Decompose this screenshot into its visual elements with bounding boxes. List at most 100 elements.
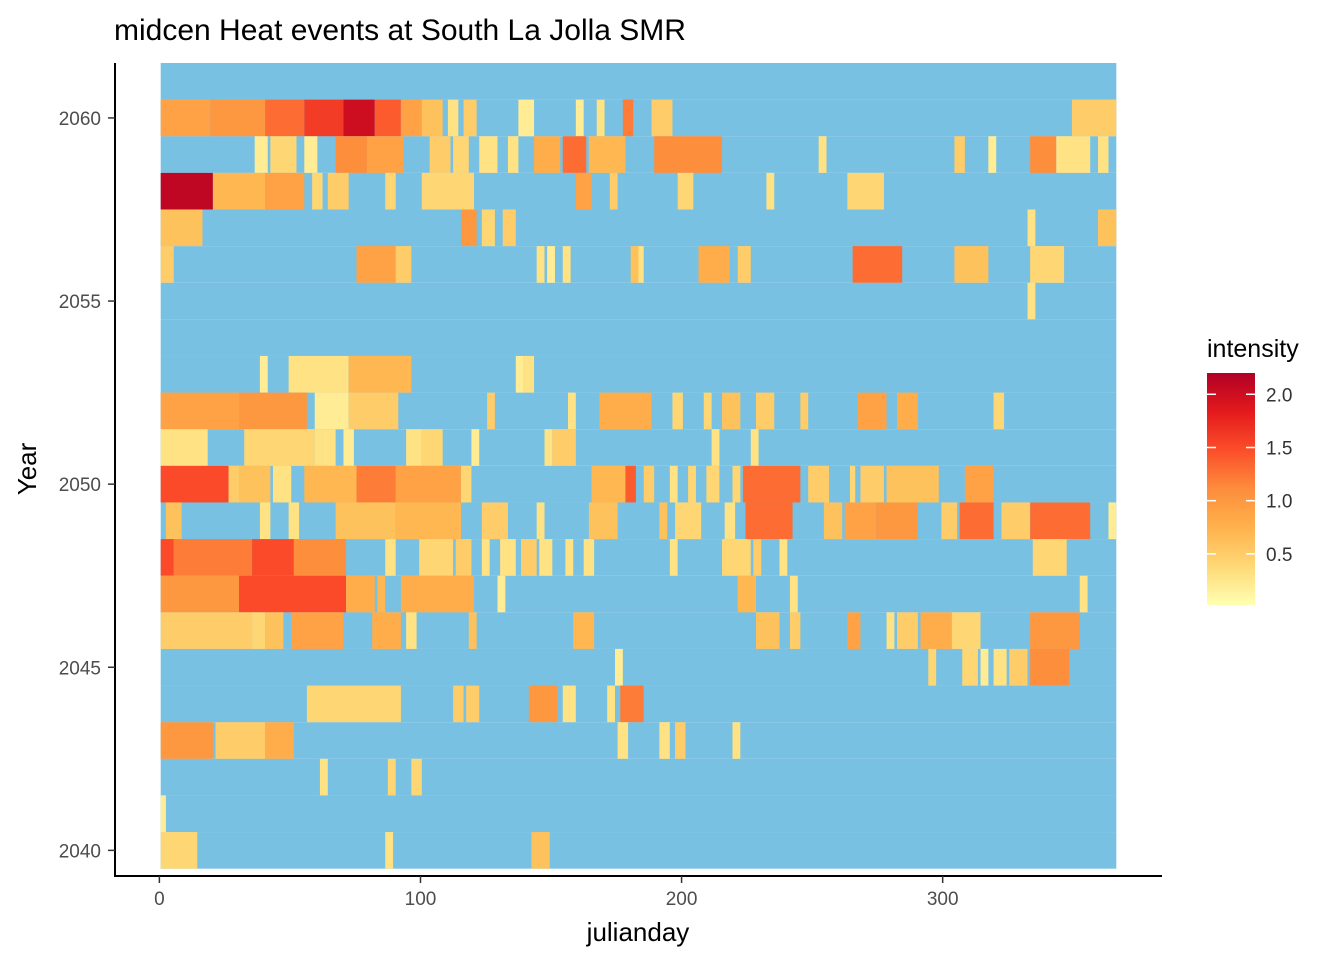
- heat-event-cell: [160, 246, 174, 283]
- heat-event-cell: [565, 539, 574, 576]
- heat-event-cell: [385, 172, 396, 210]
- heat-event-cell: [239, 575, 347, 613]
- heat-event-cell: [591, 465, 626, 503]
- heat-event-cell: [265, 722, 294, 759]
- heat-event-cell: [643, 465, 655, 503]
- heat-event-cell: [327, 172, 349, 210]
- heat-event-cell: [173, 539, 253, 576]
- heat-event-cell: [886, 612, 895, 649]
- heat-event-cell: [669, 465, 678, 503]
- heat-event-cell: [160, 795, 166, 833]
- legend-tick-label: 0.5: [1266, 545, 1292, 566]
- heat-event-cell: [212, 172, 266, 210]
- heat-event-cell: [395, 502, 461, 540]
- x-axis-title: julianday: [586, 917, 690, 947]
- heat-event-cell: [852, 246, 903, 283]
- heat-event-cell: [335, 136, 367, 173]
- legend-color-bar: [1207, 373, 1255, 605]
- heat-event-cell: [500, 539, 516, 576]
- heat-event-cell: [575, 172, 592, 210]
- heat-event-cell: [160, 99, 211, 137]
- heat-event-cell: [677, 172, 694, 210]
- heat-event-cell: [536, 246, 545, 283]
- heat-event-cell: [421, 99, 443, 137]
- heat-event-cell: [988, 136, 997, 173]
- heat-event-cell: [615, 648, 623, 686]
- heat-event-cell: [252, 612, 266, 649]
- year-row-2061: [160, 63, 1117, 100]
- heat-event-cell: [596, 99, 605, 137]
- heat-event-cell: [675, 722, 686, 759]
- heat-event-cell: [455, 539, 472, 576]
- heat-event-cell: [497, 575, 506, 613]
- heat-event-cell: [1027, 282, 1036, 320]
- heat-event-cell: [1027, 209, 1036, 247]
- heat-event-cell: [531, 832, 550, 869]
- heat-event-cell: [941, 502, 958, 540]
- heat-event-cell: [860, 465, 884, 503]
- heat-event-cell: [356, 465, 396, 503]
- heat-event-cell: [210, 99, 266, 137]
- heat-event-cell: [753, 539, 762, 576]
- heat-event-cell: [638, 246, 644, 283]
- heat-event-cell: [252, 539, 294, 576]
- heat-event-cell: [319, 758, 328, 796]
- heat-event-cell: [766, 172, 775, 210]
- legend-tick-label: 1.0: [1266, 492, 1292, 513]
- heat-event-cell: [672, 392, 683, 430]
- heat-event-cell: [609, 172, 618, 210]
- heat-event-cell: [160, 392, 240, 430]
- heat-event-cell: [259, 355, 268, 393]
- heat-event-cell: [387, 758, 396, 796]
- x-tick-label: 300: [927, 889, 959, 910]
- heat-event-cell: [254, 136, 268, 173]
- heat-event-cell: [463, 99, 477, 137]
- heat-event-cell: [453, 136, 469, 173]
- heat-event-cell: [724, 502, 736, 540]
- heat-event-cell: [722, 539, 751, 576]
- heat-event-cell: [523, 355, 535, 393]
- heat-event-cell: [160, 209, 203, 247]
- heat-event-cell: [348, 355, 412, 393]
- heat-event-cell: [1030, 648, 1070, 686]
- heat-event-cell: [160, 832, 198, 869]
- heat-event-cell: [528, 685, 558, 723]
- legend-tick-label: 1.5: [1266, 438, 1292, 459]
- heat-event-cell: [886, 465, 939, 503]
- heat-event-cell: [1001, 502, 1031, 540]
- year-row-2043: [160, 722, 1117, 759]
- heat-event-cell: [366, 136, 404, 173]
- heat-event-cell: [421, 172, 475, 210]
- heat-event-cell: [400, 575, 475, 613]
- heat-event-cell: [160, 722, 213, 759]
- heat-event-cell: [928, 648, 937, 686]
- heat-event-cell: [160, 575, 240, 613]
- heat-event-cell: [160, 465, 229, 503]
- heat-event-cell: [711, 429, 720, 466]
- heat-event-cell: [573, 612, 595, 649]
- axes: 0 100 200 300 2040 2045 2050 2055 2060: [59, 63, 1162, 910]
- heat-event-cell: [468, 612, 477, 649]
- heat-event-cell: [737, 575, 756, 613]
- heat-event-cell: [737, 246, 751, 283]
- heat-event-cell: [314, 392, 349, 430]
- heat-event-cell: [706, 465, 720, 503]
- heat-event-cell: [1056, 136, 1091, 173]
- heat-event-cell: [1030, 246, 1065, 283]
- heat-event-cell: [460, 209, 477, 247]
- heat-event-cell: [288, 355, 349, 393]
- heat-event-cell: [1030, 136, 1057, 173]
- heat-event-cell: [552, 429, 576, 466]
- chart-title: midcen Heat events at South La Jolla SMR: [114, 14, 686, 47]
- heat-event-cell: [1030, 502, 1091, 540]
- heat-event-cell: [312, 172, 323, 210]
- heat-event-cell: [779, 539, 788, 576]
- heat-event-cell: [847, 612, 861, 649]
- heat-event-cell: [896, 612, 918, 649]
- heat-event-cell: [385, 832, 394, 869]
- x-tick-label: 200: [666, 889, 698, 910]
- heat-event-cell: [1009, 648, 1028, 686]
- heat-event-cell: [306, 685, 401, 723]
- y-tick-label: 2050: [59, 475, 101, 496]
- heat-event-cell: [703, 392, 712, 430]
